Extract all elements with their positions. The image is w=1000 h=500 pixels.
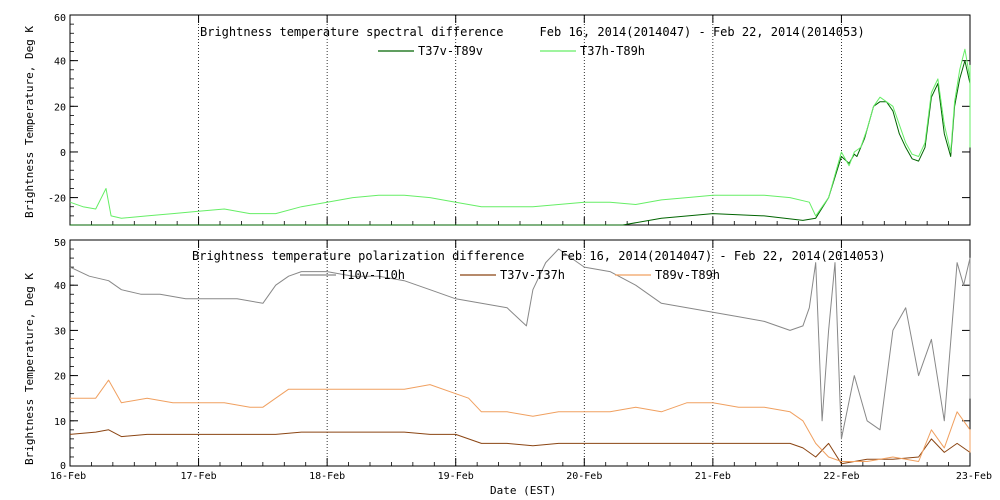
top-chart-title: Brightness temperature spectral differen… — [200, 25, 865, 39]
y-tick-label-top-0: -20 — [48, 194, 66, 205]
series-line-t37v-t89v — [70, 60, 971, 226]
top-grid — [198, 15, 842, 225]
x-tick-label-1: 17-Feb — [181, 471, 217, 482]
bottom-legend: T10v-T10h T37v-T37h T89v-T89h — [300, 268, 720, 282]
top-legend: T37v-T89v T37h-T89h — [378, 44, 645, 58]
bottom-y-ticks: 0 10 20 30 40 50 — [54, 238, 970, 472]
x-axis-label: Date (EST) — [490, 484, 556, 497]
top-y-axis-label: Brightness Temperature, Deg K — [23, 26, 36, 218]
top-series — [69, 48, 971, 226]
x-tick-label-6: 22-Feb — [823, 471, 859, 482]
y-tick-label-top-4: 60 — [54, 13, 66, 24]
bottom-x-ticks: 16-Feb 17-Feb 18-Feb 19-Feb 20-Feb 21-Feb 22-F… — [50, 240, 992, 482]
bottom-series — [69, 248, 971, 465]
legend-label-t37v-t89v: T37v-T89v — [418, 44, 483, 58]
y-tick-label-top-2: 20 — [54, 102, 66, 113]
x-tick-label-3: 19-Feb — [438, 471, 474, 482]
y-tick-label-top-3: 40 — [54, 57, 66, 68]
top-y-ticks: -20 0 20 40 60 — [48, 13, 971, 226]
legend-label-t37h-t89h: T37h-T89h — [580, 44, 645, 58]
x-tick-label-2: 18-Feb — [309, 471, 345, 482]
x-tick-label-5: 21-Feb — [695, 471, 731, 482]
bottom-chart-title: Brightness temperature polarization diff… — [192, 249, 886, 263]
polarization-difference-panel: 0 10 20 30 40 50 16-Feb 17-Feb 18-Feb 19-Feb 20-F… — [23, 238, 992, 497]
legend-label-t37v-t37h: T37v-T37h — [500, 268, 565, 282]
y-tick-label-bottom-0: 0 — [60, 461, 66, 472]
top-plot-frame — [69, 14, 971, 226]
legend-label-t89v-t89h: T89v-T89h — [655, 268, 720, 282]
x-tick-label-0: 16-Feb — [50, 471, 86, 482]
y-tick-label-bottom-1: 10 — [54, 417, 66, 428]
y-tick-label-top-1: 0 — [60, 148, 66, 159]
spectral-difference-panel: -20 0 20 40 60 Brightness temperature spectr… — [23, 13, 971, 226]
legend-label-t10v-t10h: T10v-T10h — [340, 268, 405, 282]
series-line-t37h-t89h — [69, 48, 971, 219]
y-tick-label-bottom-3: 30 — [54, 326, 66, 337]
y-tick-label-bottom-2: 20 — [54, 372, 66, 383]
series-line-t89v-t89h — [70, 379, 971, 462]
x-tick-label-4: 20-Feb — [566, 471, 602, 482]
y-tick-label-bottom-4: 40 — [54, 281, 66, 292]
series-line-t37v-t37h — [69, 429, 971, 465]
series-line-t10v-t10h — [69, 248, 971, 440]
x-tick-label-7: 23-Feb — [956, 471, 992, 482]
bottom-y-axis-label: Brightness Temperature, Deg K — [23, 273, 36, 465]
y-tick-label-bottom-5: 50 — [54, 238, 66, 249]
